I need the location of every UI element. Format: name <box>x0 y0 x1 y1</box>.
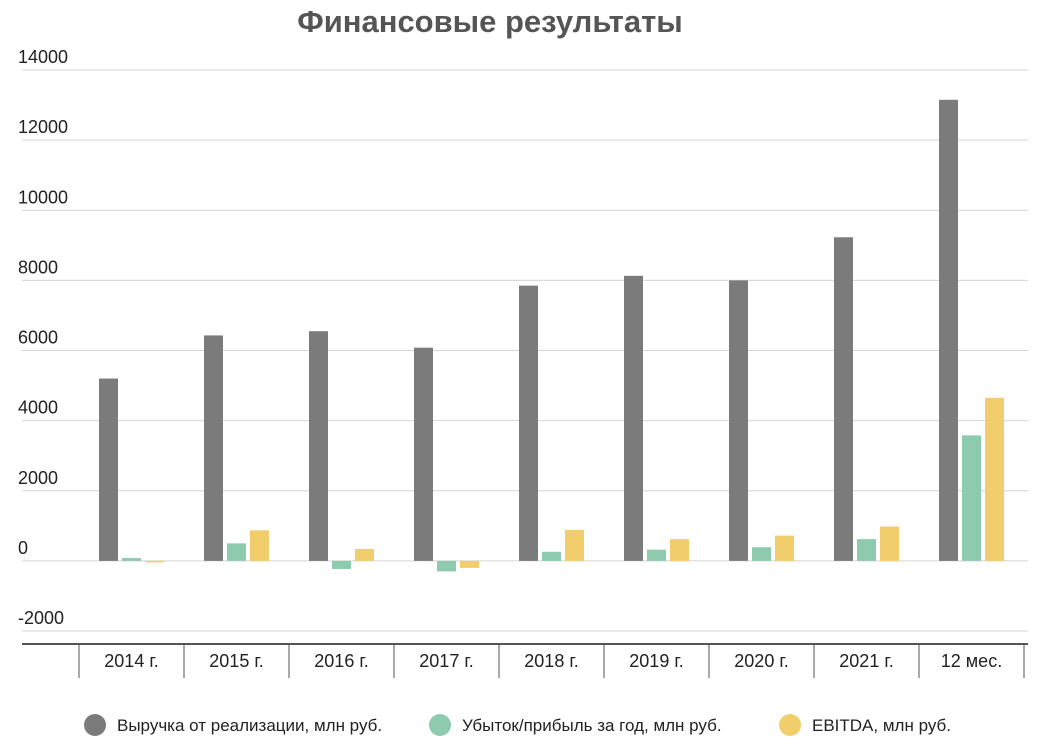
bar <box>437 560 456 572</box>
bar <box>985 397 1004 561</box>
legend-label: Выручка от реализации, млн руб. <box>117 716 382 735</box>
y-axis-ticks: -2000 0 2000 4000 6000 8000 10000 12000 14000 <box>18 47 68 628</box>
bar <box>227 543 246 561</box>
y-tick-label: 10000 <box>18 187 68 207</box>
bar <box>857 539 876 561</box>
legend-marker <box>779 714 801 736</box>
bar <box>332 560 351 569</box>
x-tick-label: 2014 г. <box>104 651 158 671</box>
bar <box>204 335 223 561</box>
legend-marker <box>429 714 451 736</box>
bar <box>145 560 164 563</box>
bar <box>355 548 374 561</box>
bar <box>775 535 794 561</box>
legend-item: EBITDA, млн руб. <box>779 714 951 736</box>
bar <box>939 99 958 561</box>
bar <box>752 547 771 561</box>
bar <box>460 560 479 568</box>
bar <box>99 378 118 561</box>
bar <box>729 280 748 561</box>
bar <box>624 275 643 561</box>
bars <box>99 99 1004 572</box>
bar <box>309 331 328 561</box>
legend-item: Выручка от реализации, млн руб. <box>84 714 382 736</box>
y-tick-label: 6000 <box>18 328 58 348</box>
x-tick-label: 2016 г. <box>314 651 368 671</box>
x-axis: 2014 г. 2015 г. 2016 г. 2017 г. 2018 г. 2019 … <box>22 643 1028 678</box>
y-tick-label: 8000 <box>18 257 58 277</box>
x-tick-label: 2020 г. <box>734 651 788 671</box>
bar <box>834 237 853 561</box>
x-tick-label: 12 мес. <box>941 651 1002 671</box>
bar <box>250 530 269 561</box>
y-tick-label: 2000 <box>18 468 58 488</box>
bar <box>670 539 689 561</box>
chart-title: Финансовые результаты <box>297 4 683 39</box>
legend-item: Убыток/прибыль за год, млн руб. <box>429 714 722 736</box>
bar <box>519 285 538 561</box>
bar <box>962 435 981 561</box>
bar <box>647 549 666 561</box>
bar <box>542 551 561 561</box>
x-tick-label: 2018 г. <box>524 651 578 671</box>
bar <box>880 526 899 561</box>
bar <box>122 558 141 561</box>
y-tick-label: -2000 <box>18 608 64 628</box>
y-tick-label: 14000 <box>18 47 68 67</box>
y-tick-label: 0 <box>18 538 28 558</box>
x-tick-label: 2021 г. <box>839 651 893 671</box>
legend-marker <box>84 714 106 736</box>
x-tick-label: 2015 г. <box>209 651 263 671</box>
x-tick-label: 2017 г. <box>419 651 473 671</box>
legend-label: Убыток/прибыль за год, млн руб. <box>462 716 722 735</box>
y-tick-label: 4000 <box>18 398 58 418</box>
x-tick-label: 2019 г. <box>629 651 683 671</box>
bar <box>565 530 584 561</box>
legend-label: EBITDA, млн руб. <box>812 716 951 735</box>
bar <box>414 347 433 561</box>
y-tick-label: 12000 <box>18 117 68 137</box>
legend: Выручка от реализации, млн руб. Убыток/пр… <box>84 714 951 736</box>
